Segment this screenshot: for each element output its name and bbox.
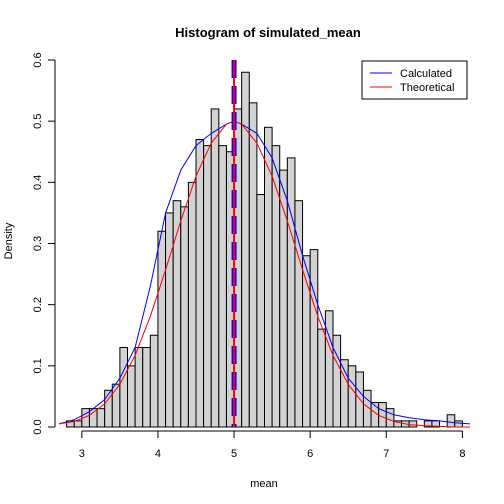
histogram-bar (210, 108, 220, 428)
x-tick-label: 8 (459, 448, 465, 460)
histogram-bar (96, 408, 106, 428)
histogram-bar (385, 408, 395, 428)
legend-box (361, 60, 468, 100)
histogram-bar (187, 181, 197, 428)
histogram-bar (73, 420, 83, 428)
y-tick-label: 0.1 (32, 358, 44, 373)
legend: Calculated Theoretical (361, 60, 468, 100)
histogram-bar (286, 157, 296, 428)
histogram-bar (203, 145, 212, 428)
y-tick-label: 0.0 (32, 419, 44, 434)
histogram-bar (347, 365, 357, 428)
y-tick-label: 0.3 (32, 236, 44, 251)
x-axis-label: mean (250, 478, 278, 490)
x-tick-label: 5 (231, 448, 237, 460)
histogram-bar (157, 230, 167, 428)
histogram-bar (294, 200, 304, 428)
chart-title: Histogram of simulated_mean (175, 25, 361, 40)
y-axis-label: Density (3, 222, 15, 259)
histogram-bar (134, 346, 144, 428)
histogram-bar (248, 102, 258, 428)
histogram-bar (309, 249, 319, 428)
curves-layer (58, 120, 471, 428)
x-tick-label: 6 (307, 448, 313, 460)
histogram-bar (165, 212, 174, 428)
histogram-bar (264, 126, 273, 428)
legend-label-theoretical: Theoretical (400, 82, 454, 94)
histogram-bar (256, 194, 265, 428)
y-tick-label: 0.2 (32, 297, 44, 312)
histogram-bar (408, 420, 418, 428)
histogram-bar (111, 383, 121, 428)
y-tick-label: 0.4 (32, 175, 44, 190)
density-curve-calculated (58, 120, 471, 425)
x-tick-label: 4 (155, 448, 161, 460)
histogram-bar (446, 414, 456, 428)
histogram-bar (180, 206, 189, 428)
y-tick-label: 0.6 (32, 52, 44, 67)
histogram-bar (88, 408, 98, 428)
histogram-bar (378, 402, 387, 428)
axes-layer: 3 4 5 6 7 8 0.0 0.1 0.2 0.3 0.4 0.5 0.6 (32, 52, 465, 460)
bars-layer (66, 71, 463, 428)
x-tick-label: 3 (79, 448, 85, 460)
histogram-bar (454, 420, 463, 428)
histogram-bar (127, 365, 136, 428)
histogram-bar (317, 328, 326, 428)
density-curve-theoretical (58, 120, 470, 428)
y-tick-label: 0.5 (32, 114, 44, 129)
legend-label-calculated: Calculated (400, 68, 452, 80)
histogram-bar (119, 346, 128, 428)
histogram-bar (149, 334, 159, 428)
histogram-bar (142, 346, 151, 428)
x-tick-label: 7 (383, 448, 389, 460)
histogram-bar (218, 145, 227, 428)
histogram-bar (195, 139, 205, 428)
